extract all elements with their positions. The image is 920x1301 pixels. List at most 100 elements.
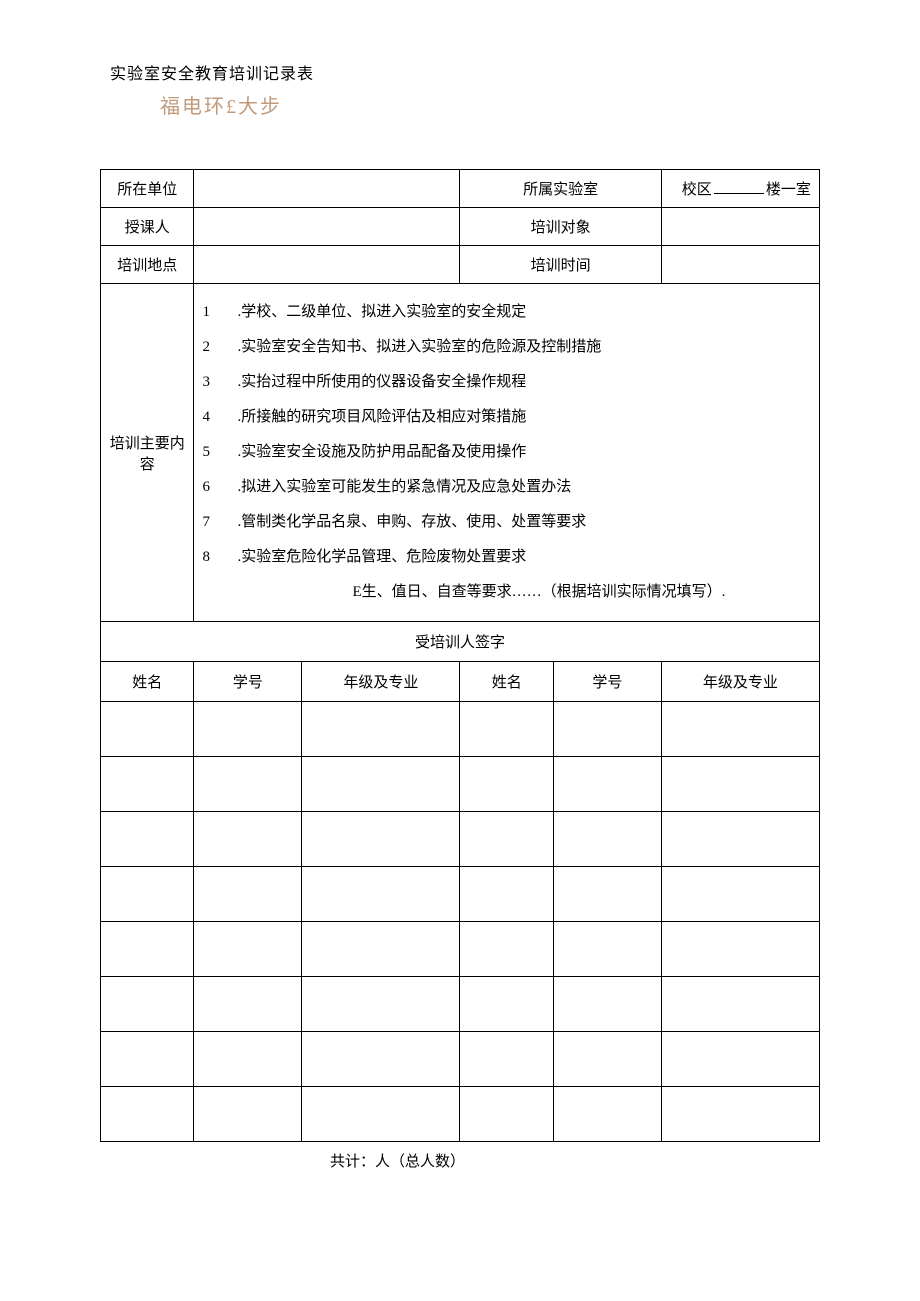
time-value (661, 246, 819, 284)
content-item-text: .管制类化学品名泉、申购、存放、使用、处置等要求 (237, 506, 811, 539)
content-item-num: 6 (202, 471, 237, 504)
content-item-num: 4 (202, 401, 237, 434)
signature-cell (553, 1087, 661, 1142)
signature-cell (460, 977, 553, 1032)
signature-cell (101, 757, 194, 812)
signature-row (101, 812, 820, 867)
signature-cell (302, 867, 460, 922)
content-list: 1.学校、二级单位、拟进入实验室的安全规定2.实验室安全告知书、拟进入实验室的危… (202, 296, 811, 574)
content-item: 3.实抬过程中所使用的仪器设备安全操作规程 (202, 366, 811, 399)
main-table: 所在单位 所属实验室 校区 楼一室 授课人 培训对象 培训地点 培训时间 培训主要… (100, 169, 820, 1142)
signature-cell (661, 1032, 819, 1087)
signature-section-row: 受培训人签字 (101, 622, 820, 662)
subtitle: 福电环£大步 (160, 90, 820, 119)
main-title: 实验室安全教育培训记录表 (110, 60, 820, 84)
signature-cell (194, 867, 302, 922)
time-label: 培训时间 (460, 246, 661, 284)
document-header: 实验室安全教育培训记录表 福电环£大步 (110, 60, 820, 119)
signature-cell (661, 757, 819, 812)
content-item-text: .实验室安全设施及防护用品配备及使用操作 (237, 436, 811, 469)
signature-cell (194, 1032, 302, 1087)
info-row-2: 授课人 培训对象 (101, 208, 820, 246)
trainee-label: 培训对象 (460, 208, 661, 246)
content-item-text: .实验室危险化学品管理、危险废物处置要求 (237, 541, 811, 574)
content-item: 8.实验室危险化学品管理、危险废物处置要求 (202, 541, 811, 574)
content-item-num: 5 (202, 436, 237, 469)
content-item-text: .实抬过程中所使用的仪器设备安全操作规程 (237, 366, 811, 399)
signature-cell (194, 812, 302, 867)
content-item-num: 2 (202, 331, 237, 364)
content-body: 1.学校、二级单位、拟进入实验室的安全规定2.实验室安全告知书、拟进入实验室的危… (194, 284, 820, 622)
signature-row (101, 922, 820, 977)
sig-id-header-2: 学号 (553, 662, 661, 702)
signature-cell (101, 702, 194, 757)
content-row: 培训主要内容 1.学校、二级单位、拟进入实验室的安全规定2.实验室安全告知书、拟… (101, 284, 820, 622)
place-label: 培训地点 (101, 246, 194, 284)
signature-cell (194, 757, 302, 812)
signature-cell (460, 812, 553, 867)
signature-header-row: 姓名 学号 年级及专业 姓名 学号 年级及专业 (101, 662, 820, 702)
signature-cell (194, 977, 302, 1032)
content-item-num: 1 (202, 296, 237, 329)
content-item-text: .学校、二级单位、拟进入实验室的安全规定 (237, 296, 811, 329)
signature-cell (661, 702, 819, 757)
signature-cell (661, 922, 819, 977)
signature-cell (302, 757, 460, 812)
signature-row (101, 702, 820, 757)
total-count: 共计：人（总人数） (100, 1150, 820, 1171)
signature-cell (194, 1087, 302, 1142)
content-item: 2.实验室安全告知书、拟进入实验室的危险源及控制措施 (202, 331, 811, 364)
content-item: 1.学校、二级单位、拟进入实验室的安全规定 (202, 296, 811, 329)
sig-major-header-1: 年级及专业 (302, 662, 460, 702)
signature-cell (460, 1032, 553, 1087)
signature-cell (101, 1087, 194, 1142)
content-item-num: 8 (202, 541, 237, 574)
lecturer-label: 授课人 (101, 208, 194, 246)
location-suffix: 楼一室 (766, 182, 811, 198)
content-item-text: .所接触的研究项目风险评估及相应对策措施 (237, 401, 811, 434)
signature-cell (302, 1032, 460, 1087)
signature-cell (661, 1087, 819, 1142)
signature-cell (553, 812, 661, 867)
signature-cell (460, 922, 553, 977)
unit-label: 所在单位 (101, 170, 194, 208)
signature-cell (302, 1087, 460, 1142)
lecturer-value (194, 208, 460, 246)
signature-cell (661, 812, 819, 867)
content-item: 4.所接触的研究项目风险评估及相应对策措施 (202, 401, 811, 434)
signature-cell (553, 1032, 661, 1087)
sig-name-header-1: 姓名 (101, 662, 194, 702)
signature-row (101, 977, 820, 1032)
unit-value (194, 170, 460, 208)
content-item-num: 7 (202, 506, 237, 539)
lab-label: 所属实验室 (460, 170, 661, 208)
info-row-3: 培训地点 培训时间 (101, 246, 820, 284)
signature-cell (101, 1032, 194, 1087)
signature-row (101, 757, 820, 812)
signature-cell (553, 977, 661, 1032)
signature-cell (302, 977, 460, 1032)
content-item: 6.拟进入实验室可能发生的紧急情况及应急处置办法 (202, 471, 811, 504)
content-footer: E生、值日、自查等要求……（根据培训实际情况填写）. (202, 576, 811, 609)
sig-name-header-2: 姓名 (460, 662, 553, 702)
location-blank (714, 193, 764, 194)
info-row-1: 所在单位 所属实验室 校区 楼一室 (101, 170, 820, 208)
content-item: 5.实验室安全设施及防护用品配备及使用操作 (202, 436, 811, 469)
signature-cell (101, 922, 194, 977)
content-label: 培训主要内容 (101, 284, 194, 622)
signature-cell (661, 977, 819, 1032)
signature-cell (194, 922, 302, 977)
content-item: 7.管制类化学品名泉、申购、存放、使用、处置等要求 (202, 506, 811, 539)
content-item-num: 3 (202, 366, 237, 399)
signature-cell (460, 757, 553, 812)
signature-row (101, 1087, 820, 1142)
sig-major-header-2: 年级及专业 (661, 662, 819, 702)
signature-cell (553, 922, 661, 977)
location-prefix: 校区 (682, 182, 712, 198)
content-item-text: .拟进入实验室可能发生的紧急情况及应急处置办法 (237, 471, 811, 504)
signature-cell (101, 977, 194, 1032)
signature-cell (194, 702, 302, 757)
signature-row (101, 867, 820, 922)
signature-cell (101, 812, 194, 867)
signature-cell (302, 702, 460, 757)
